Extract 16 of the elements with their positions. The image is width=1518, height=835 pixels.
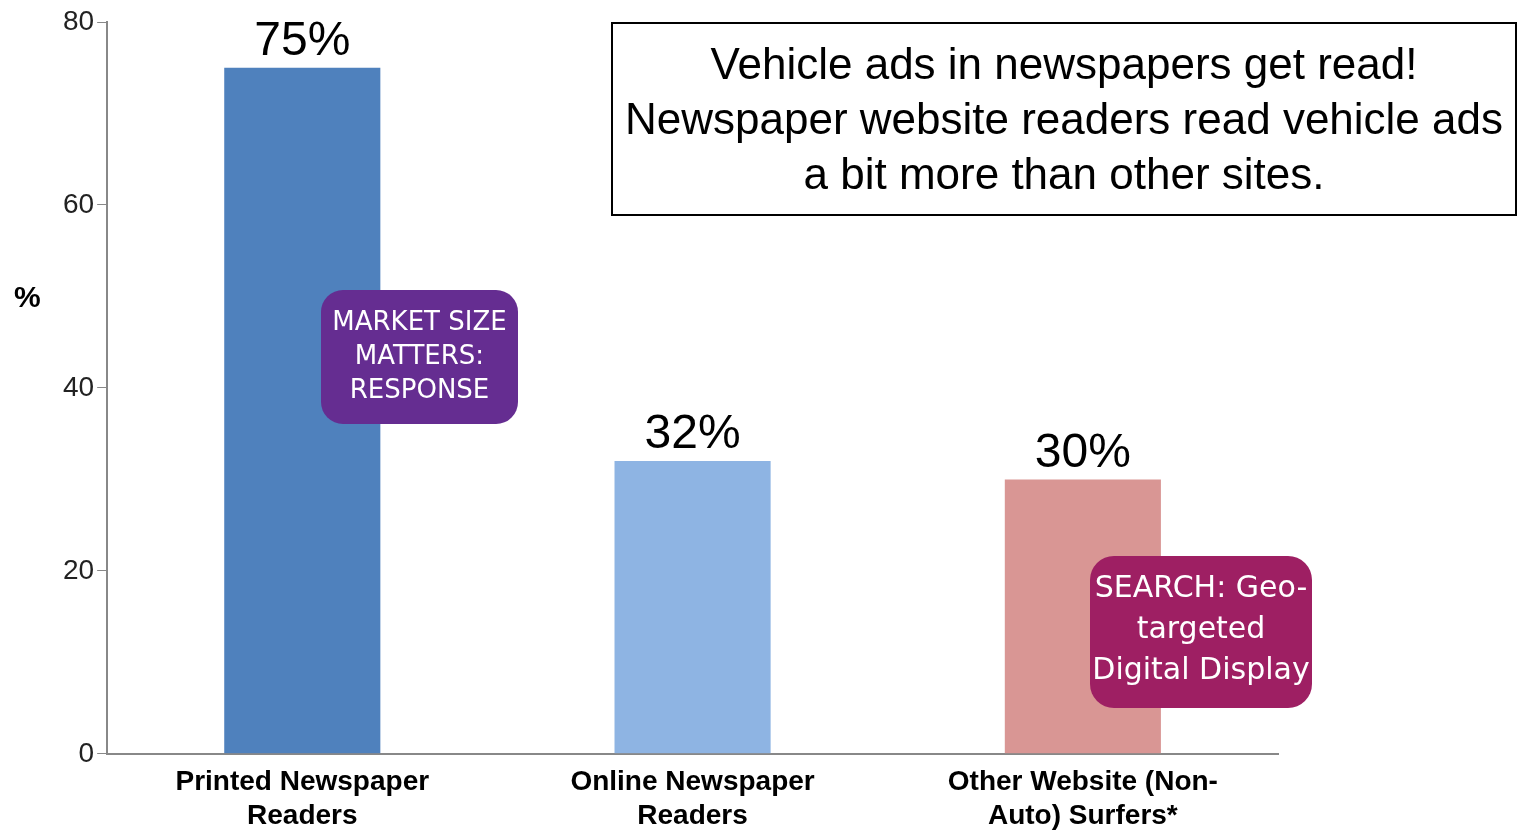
y-tick-label: 60 (62, 187, 95, 219)
annotation: MARKET SIZE MATTERS: RESPONSE (321, 290, 518, 424)
data-label: 75% (254, 11, 351, 65)
annotation: Vehicle ads in newspapers get read! Newspaper website readers read vehicle ads a bit more than other sites. (611, 22, 1517, 216)
y-tick-label: 0 (78, 736, 95, 768)
bar (614, 461, 771, 754)
annotation: SEARCH: Geo-targeted Digital Display (1090, 556, 1312, 708)
y-tick-label: 40 (62, 370, 95, 402)
x-tick-label: Online Newspaper Readers (570, 765, 815, 830)
x-tick-label: Other Website (Non-Auto) Surfers* (947, 765, 1218, 830)
y-axis-title: % (14, 280, 41, 314)
data-label: 30% (1034, 423, 1131, 477)
data-label: 32% (644, 405, 741, 459)
y-tick-label: 80 (62, 4, 95, 36)
y-tick-label: 20 (62, 553, 95, 585)
x-tick-label: Printed Newspaper Readers (175, 765, 430, 830)
